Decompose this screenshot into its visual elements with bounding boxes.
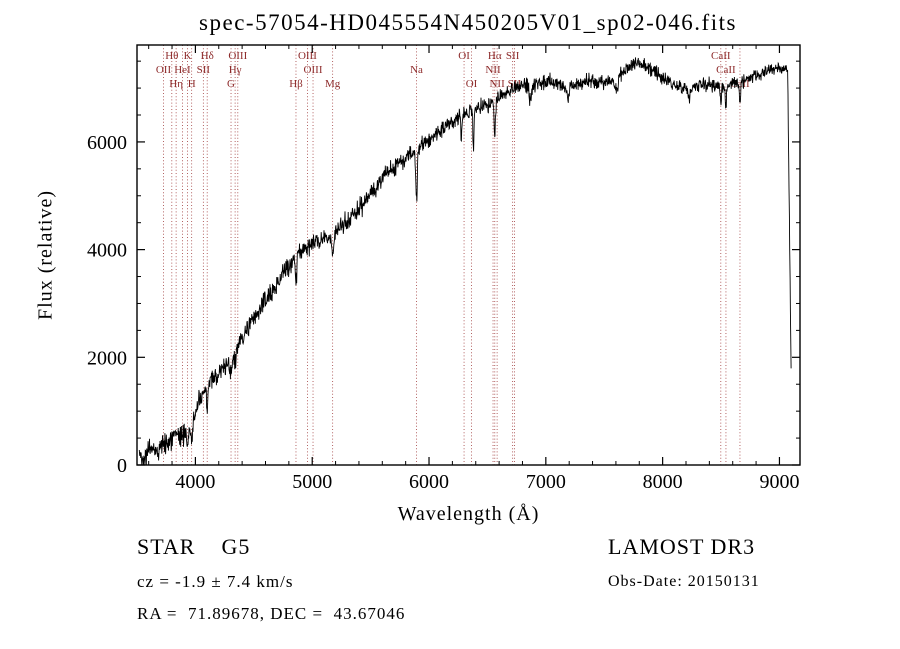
y-axis-label: Flux (relative)	[34, 190, 57, 320]
spectral-line-label: Hγ	[229, 64, 242, 76]
spectral-line-label: Hδ	[201, 50, 214, 62]
spectral-line-label: Hα	[488, 50, 502, 62]
spectral-line-label: NII	[489, 78, 505, 90]
spectral-line-label: H	[188, 78, 196, 90]
y-tick-label: 2000	[87, 347, 127, 369]
spectral-line-label: HeI	[174, 64, 191, 76]
x-tick-label: 8000	[643, 471, 683, 493]
spectral-line-label: OII	[156, 64, 172, 76]
cz-value: cz = -1.9 ± 7.4 km/s	[137, 572, 294, 591]
survey-label: LAMOST DR3	[608, 534, 756, 559]
y-tick-label: 6000	[87, 132, 127, 154]
spectral-line-label: Hθ	[165, 50, 178, 62]
spectral-line-label: CaII	[711, 50, 731, 62]
x-tick-label: 7000	[526, 471, 566, 493]
obs-date: Obs-Date: 20150131	[608, 573, 760, 590]
x-tick-label: 5000	[292, 471, 332, 493]
spectral-line-label: Mg	[325, 78, 341, 90]
spectral-line-label: OIII	[304, 64, 323, 76]
plot-frame	[136, 44, 801, 466]
classification-label: STAR G5	[137, 534, 251, 559]
spectral-line-label: OI	[466, 78, 478, 90]
x-tick-label: 9000	[759, 471, 799, 493]
spectral-line-label: NII	[485, 64, 501, 76]
spectrum-trace	[138, 57, 792, 466]
axes: 4000 5000 6000 7000 8000 9000 0 2000 4000 6000	[87, 44, 801, 493]
x-tick-label: 4000	[175, 471, 215, 493]
spectral-line-label: Na	[410, 64, 423, 76]
x-axis-label: Wavelength (Å)	[397, 503, 540, 525]
spectral-line-label: G	[227, 78, 235, 90]
ra-dec-coords: RA = 71.89678, DEC = 43.67046	[137, 604, 406, 623]
spectral-line-markers: OIIHθHηHeIKHSIIHδGHγOIIIHβOIIIOIIIMgNaOI…	[156, 45, 750, 465]
spectral-line-label: OIII	[228, 50, 247, 62]
plot-title: spec-57054-HD045554N450205V01_sp02-046.f…	[199, 10, 737, 35]
x-tick-label: 6000	[409, 471, 449, 493]
spectral-line-label: SII	[506, 50, 520, 62]
y-tick-label: 4000	[87, 240, 127, 262]
spectral-line-label: Hη	[169, 78, 183, 90]
spectral-line-label: OI	[458, 50, 470, 62]
spectral-line-label: CaII	[716, 64, 736, 76]
spectral-line-label: OIII	[298, 50, 317, 62]
spectral-line-label: Hβ	[289, 78, 303, 90]
y-tick-label: 0	[117, 455, 127, 477]
spectral-line-label: K	[184, 50, 192, 62]
spectrum-path	[138, 57, 792, 466]
spectral-line-label: SII	[197, 64, 211, 76]
